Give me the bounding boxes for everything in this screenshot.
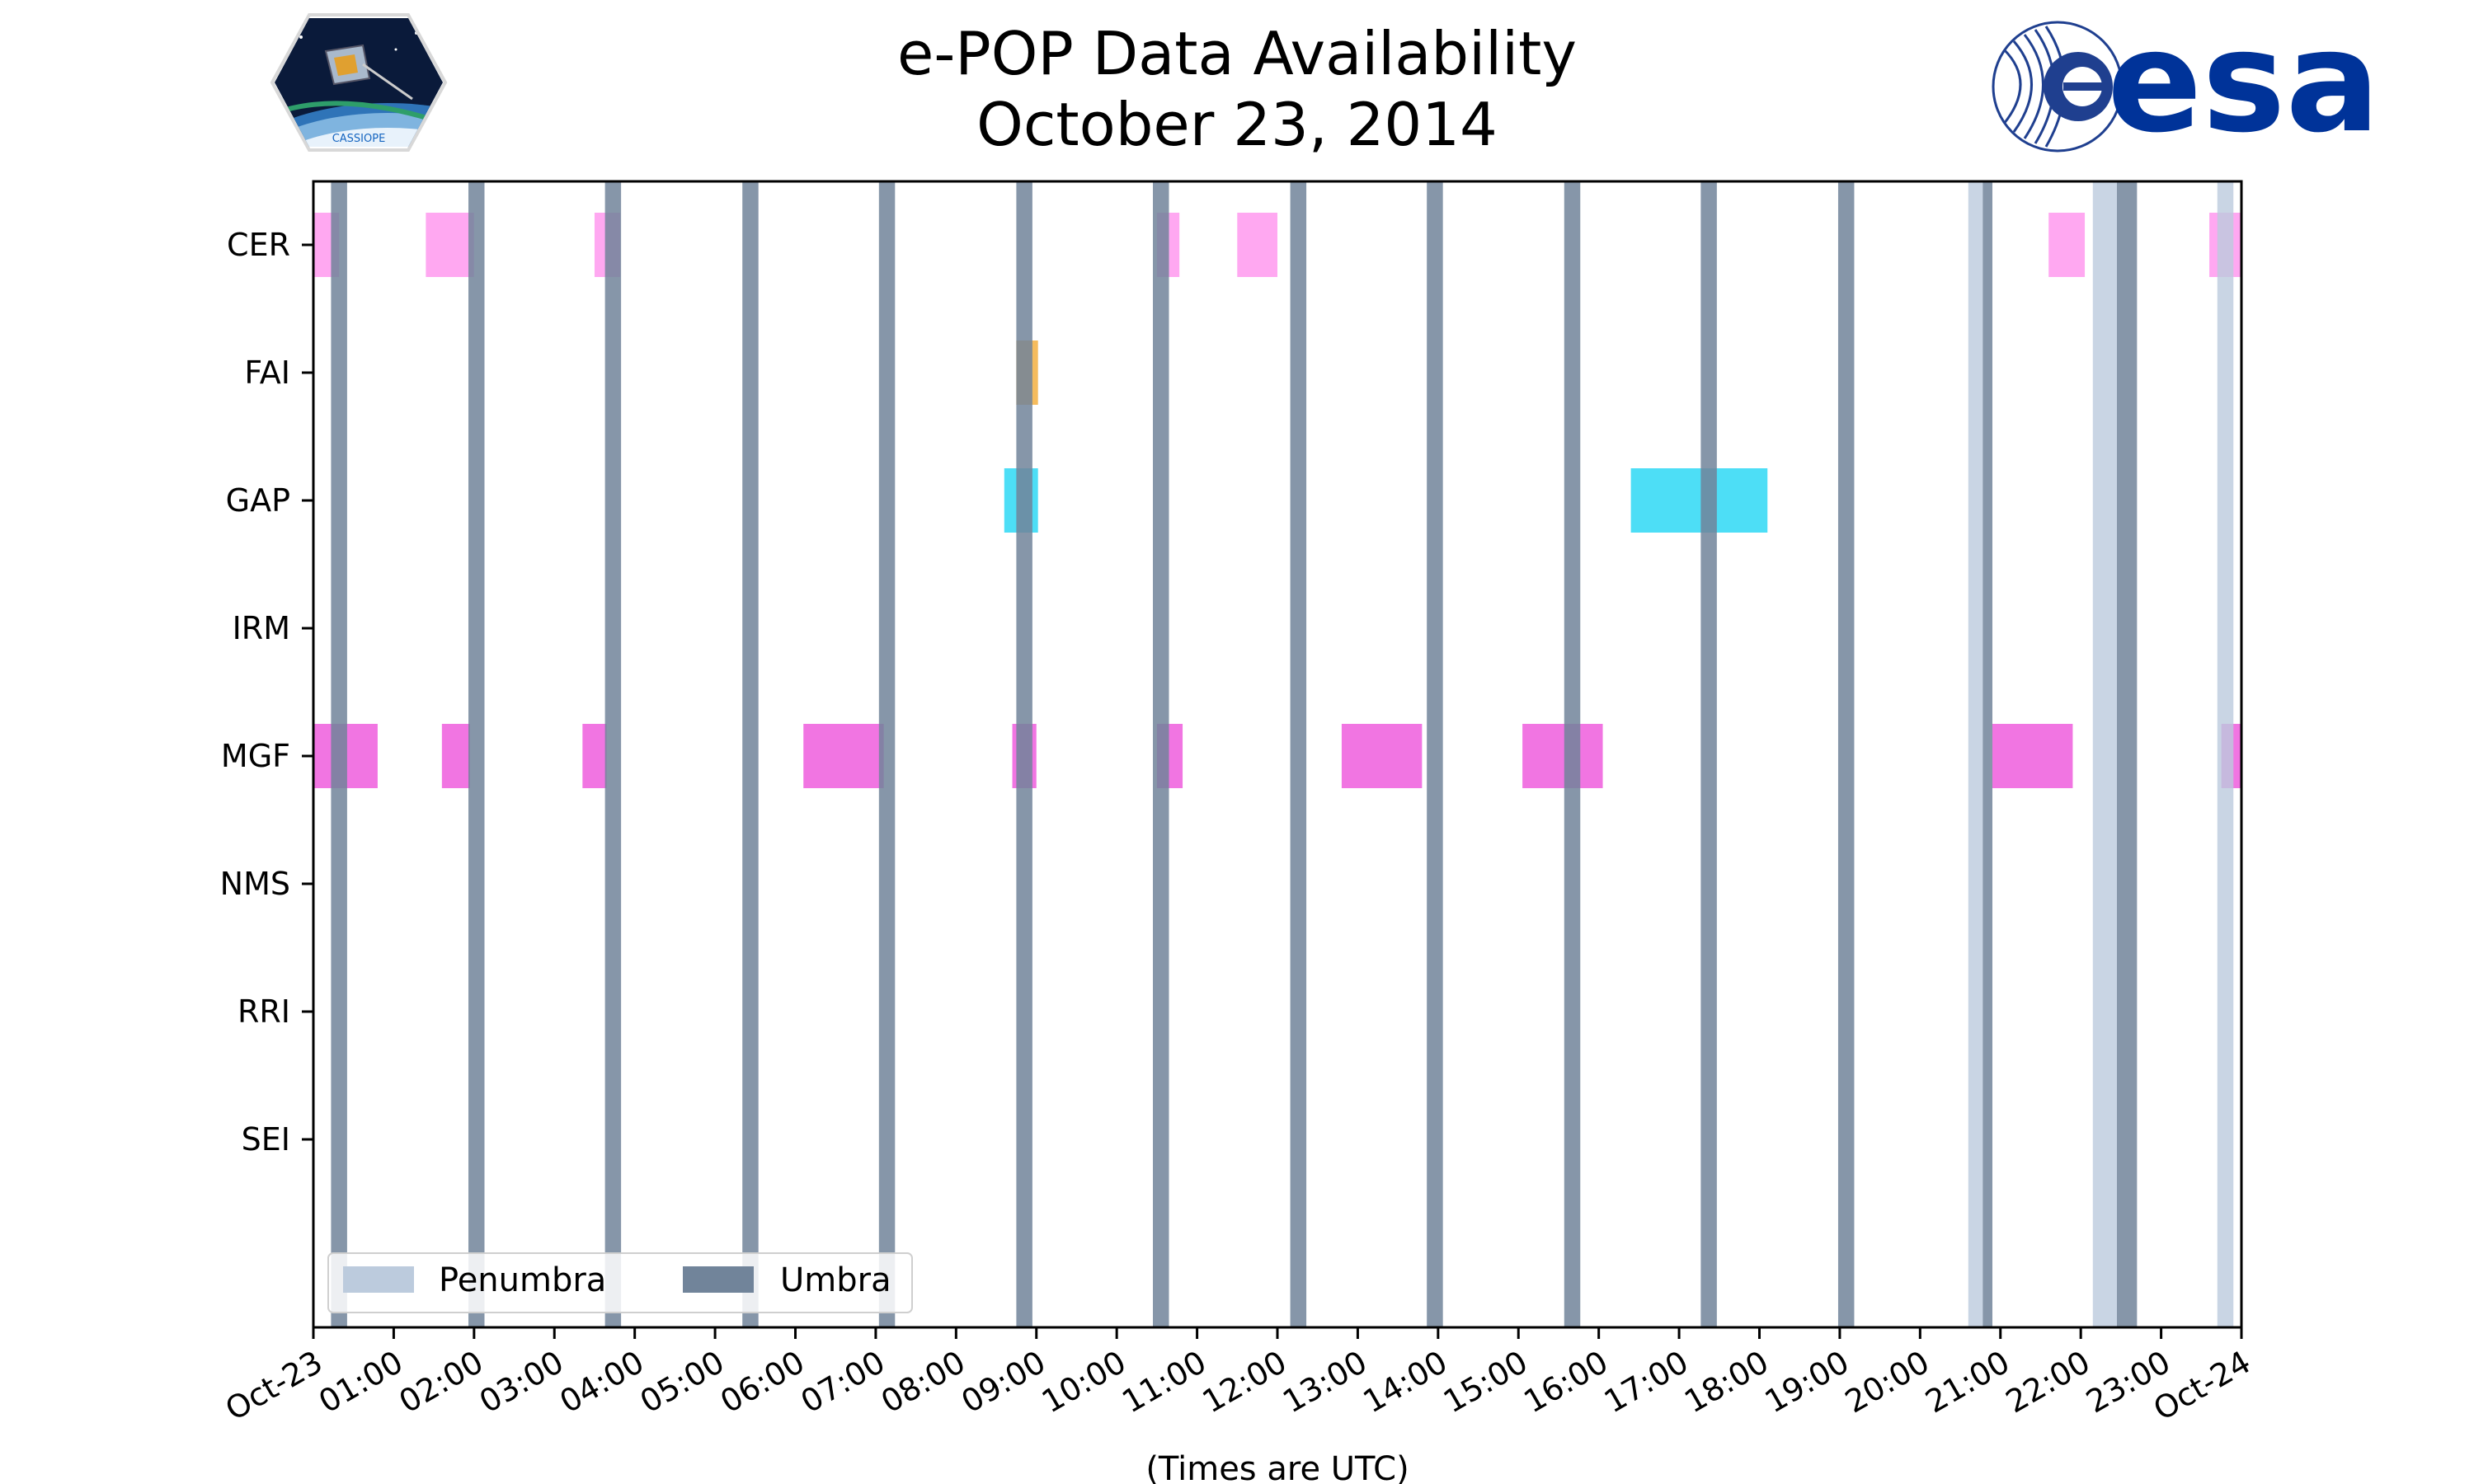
- legend-swatch-penumbra: [343, 1266, 414, 1293]
- umbra-band-3: [742, 181, 759, 1327]
- x-tick-label-9: 09:00: [955, 1344, 1051, 1421]
- umbra-band-13: [2117, 181, 2138, 1327]
- x-tick-label-16: 16:00: [1517, 1344, 1614, 1421]
- umbra-band-2: [604, 181, 622, 1327]
- umbra-band-5: [1016, 181, 1032, 1327]
- umbra-band-0: [331, 181, 347, 1327]
- y-tick-label-irm: IRM: [233, 610, 290, 646]
- availability-bar-mgf-3: [803, 724, 884, 788]
- x-tick-label-7: 07:00: [795, 1344, 891, 1421]
- chart-title-block: e-POP Data Availability October 23, 2014: [0, 18, 2474, 160]
- x-tick-label-12: 12:00: [1197, 1344, 1293, 1421]
- x-tick-label-0: Oct-23: [219, 1344, 329, 1428]
- y-tick-label-sei: SEI: [242, 1121, 290, 1158]
- x-tick-label-1: 01:00: [313, 1344, 409, 1421]
- umbra-band-1: [468, 181, 485, 1327]
- availability-bar-mgf-2: [582, 724, 607, 788]
- availability-bar-gap-1: [1630, 468, 1768, 533]
- availability-bar-cer-4: [1237, 213, 1277, 277]
- umbra-band-8: [1427, 181, 1443, 1327]
- x-tick-label-8: 08:00: [875, 1344, 971, 1421]
- legend-box: [327, 1252, 913, 1313]
- x-tick-label-21: 21:00: [1919, 1344, 2015, 1421]
- availability-bar-mgf-6: [1341, 724, 1423, 788]
- x-tick-label-15: 15:00: [1437, 1344, 1534, 1421]
- availability-bar-mgf-1: [441, 724, 470, 788]
- x-tick-label-22: 22:00: [2000, 1344, 2096, 1421]
- x-tick-label-20: 20:00: [1839, 1344, 1935, 1421]
- y-tick-label-fai: FAI: [244, 355, 290, 391]
- availability-bars: [313, 213, 2241, 788]
- cassiope-logo: CASSIOPE: [270, 13, 448, 152]
- y-tick-label-gap: GAP: [226, 482, 290, 519]
- umbra-band-12: [1982, 181, 1993, 1327]
- penumbra-band-1: [2092, 181, 2118, 1327]
- plot-area: CER FAI GAP IRM MGF NMS RRI SEI Oct-2301:0002:0…: [219, 180, 2257, 1484]
- umbra-band-7: [1290, 181, 1307, 1327]
- x-tick-label-13: 13:00: [1277, 1344, 1373, 1421]
- cassiope-logo-text: CASSIOPE: [332, 133, 386, 145]
- y-tick-label-cer: CER: [227, 227, 290, 263]
- umbra-band-11: [1837, 181, 1855, 1327]
- umbra-band-6: [1153, 181, 1169, 1327]
- x-axis: Oct-2301:0002:0003:0004:0005:0006:0007:0…: [219, 1327, 2257, 1428]
- y-tick-label-mgf: MGF: [221, 738, 290, 774]
- umbra-band-10: [1700, 181, 1717, 1327]
- x-tick-label-11: 11:00: [1116, 1344, 1212, 1421]
- availability-bar-cer-5: [2048, 213, 2086, 277]
- availability-bar-mgf-8: [1992, 724, 2073, 788]
- x-tick-label-4: 04:00: [553, 1344, 650, 1421]
- umbra-band-9: [1564, 181, 1581, 1327]
- y-tick-label-nms: NMS: [220, 866, 290, 902]
- esa-logo: esa: [1992, 1, 2380, 164]
- x-tick-label-6: 06:00: [714, 1344, 811, 1421]
- chart-title: e-POP Data Availability: [897, 19, 1577, 88]
- x-tick-label-19: 19:00: [1759, 1344, 1856, 1421]
- x-axis-label: (Times are UTC): [1145, 1450, 1409, 1484]
- esa-logo-text: esa: [2107, 1, 2380, 164]
- availability-bar-cer-1: [426, 213, 474, 277]
- x-tick-label-10: 10:00: [1036, 1344, 1132, 1421]
- x-tick-label-17: 17:00: [1598, 1344, 1695, 1421]
- x-tick-label-5: 05:00: [634, 1344, 731, 1421]
- legend-label-penumbra: Penumbra: [439, 1261, 606, 1299]
- legend-label-umbra: Umbra: [780, 1261, 891, 1299]
- availability-bar-mgf-7: [1522, 724, 1603, 788]
- legend: Penumbra Umbra: [327, 1252, 913, 1313]
- x-tick-label-2: 02:00: [393, 1344, 489, 1421]
- y-axis: CER FAI GAP IRM MGF NMS RRI SEI: [220, 227, 313, 1158]
- chart-subtitle: October 23, 2014: [976, 90, 1498, 159]
- legend-swatch-umbra: [683, 1266, 754, 1293]
- umbra-band-4: [878, 181, 896, 1327]
- y-tick-label-rri: RRI: [238, 993, 290, 1030]
- x-tick-label-3: 03:00: [473, 1344, 570, 1421]
- x-tick-label-18: 18:00: [1678, 1344, 1775, 1421]
- x-tick-label-14: 14:00: [1357, 1344, 1453, 1421]
- eclipse-bars: [331, 181, 2234, 1327]
- penumbra-band-0: [1968, 181, 1983, 1327]
- penumbra-band-2: [2217, 181, 2234, 1327]
